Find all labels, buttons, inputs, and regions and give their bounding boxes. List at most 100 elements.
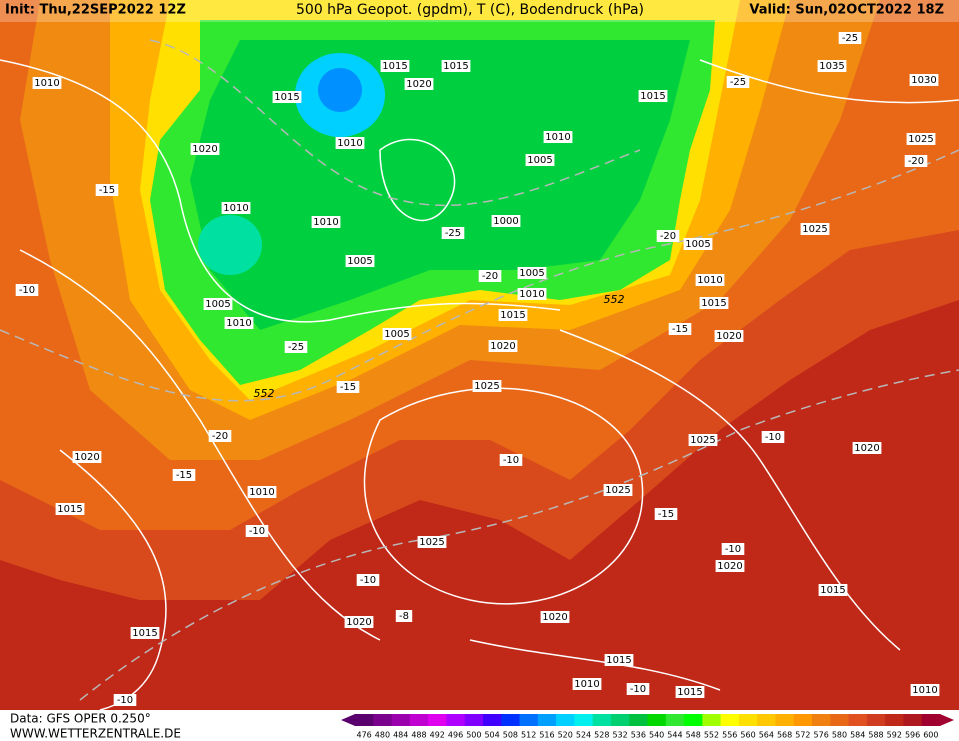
colorbar-label: 560 — [740, 731, 755, 740]
label-box — [721, 543, 745, 555]
isoline-label: 1030 — [911, 75, 936, 86]
label-box — [517, 288, 547, 300]
contour-label: 552 — [254, 387, 275, 400]
colorbar-label: 544 — [667, 731, 682, 740]
colorbar-label: 556 — [722, 731, 737, 740]
isoline-label: 1020 — [542, 612, 567, 623]
label-box — [603, 484, 633, 496]
colorbar-swatch — [903, 714, 923, 726]
isoline-label: 1015 — [382, 61, 407, 72]
label-box — [95, 184, 119, 196]
label-box — [380, 60, 410, 72]
isoline-label: 1015 — [701, 298, 726, 309]
label-box — [818, 584, 848, 596]
colorbar-label: 596 — [905, 731, 920, 740]
label-box — [272, 91, 302, 103]
label-box — [572, 678, 602, 690]
colorbar-label: 524 — [576, 731, 591, 740]
label-box — [441, 60, 471, 72]
init-time: Init: Thu,22SEP2022 12Z — [5, 3, 186, 18]
label-box — [517, 267, 547, 279]
colorbar-label: 508 — [503, 731, 518, 740]
colorbar-swatch — [830, 714, 850, 726]
label-box — [32, 77, 62, 89]
colorbar-label: 520 — [558, 731, 573, 740]
label-box — [55, 503, 85, 515]
label-box — [699, 297, 729, 309]
label-box — [688, 434, 718, 446]
colorbar-label: 484 — [393, 731, 408, 740]
isoline-label: 1005 — [205, 299, 230, 310]
isoline-label: 1025 — [474, 381, 499, 392]
label-box — [910, 684, 940, 696]
label-box — [488, 340, 518, 352]
isoline-label: -15 — [672, 324, 688, 335]
label-box — [654, 508, 678, 520]
colorbar-swatch — [391, 714, 411, 726]
isoline-label: 1010 — [337, 138, 362, 149]
colorbar-swatch — [592, 714, 612, 726]
label-box — [247, 486, 277, 498]
colorbar-label: 540 — [649, 731, 664, 740]
isoline-label: 1020 — [346, 617, 371, 628]
label-box — [395, 610, 413, 622]
colorbar-swatch — [610, 714, 630, 726]
isoline-label: 1015 — [57, 504, 82, 515]
colorbar-label: 488 — [411, 731, 426, 740]
label-box — [715, 560, 745, 572]
isoline-label: 1010 — [574, 679, 599, 690]
colorbar-label: 532 — [612, 731, 627, 740]
label-box — [356, 574, 380, 586]
colorbar-label: 516 — [539, 731, 554, 740]
label-box — [203, 298, 233, 310]
isoline-label: 1035 — [819, 61, 844, 72]
label-box — [668, 323, 692, 335]
isoline-label: -10 — [117, 695, 133, 706]
label-box — [382, 328, 412, 340]
colorbar-swatch — [446, 714, 466, 726]
isoline-label: 1010 — [912, 685, 937, 696]
colorbar: 476 480 484 488 492 496 500 504 508 512 516 520 524 5… — [341, 714, 954, 740]
label-box — [656, 230, 680, 242]
colorbar-swatch — [738, 714, 758, 726]
isoline-label: 1005 — [519, 268, 544, 279]
isoline-label: -15 — [340, 382, 356, 393]
isoline-label: -20 — [482, 271, 498, 282]
label-box — [852, 442, 882, 454]
isoline-label: 1020 — [854, 443, 879, 454]
colorbar-label: 572 — [795, 731, 810, 740]
colorbar-swatch — [482, 714, 502, 726]
isoline-label: 1020 — [717, 561, 742, 572]
isoline-label: -10 — [249, 526, 265, 537]
label-box — [172, 469, 196, 481]
colorbar-swatch — [574, 714, 594, 726]
website: WWW.WETTERZENTRALE.DE — [10, 727, 181, 741]
label-box — [675, 686, 705, 698]
isoline-label: 1005 — [527, 155, 552, 166]
label-box — [543, 131, 573, 143]
label-box — [498, 309, 528, 321]
colorbar-swatch — [812, 714, 831, 726]
label-box — [190, 143, 220, 155]
colorbar-label: 580 — [832, 731, 847, 740]
colorbar-swatch — [428, 714, 447, 726]
isoline-label: -25 — [730, 77, 746, 88]
isoline-label: 1015 — [443, 61, 468, 72]
map-labels: 1010 1015 1015 1020 1015 1035 1030 -25 -25 1015 10… — [15, 32, 940, 706]
label-box — [714, 330, 744, 342]
colorbar-label: 548 — [686, 731, 701, 740]
colorbar-label: 528 — [594, 731, 609, 740]
colorbar-swatch — [793, 714, 813, 726]
isoline-label: 1020 — [192, 144, 217, 155]
isoline-label: -10 — [765, 432, 781, 443]
label-box — [695, 274, 725, 286]
isoline-label: 1010 — [249, 487, 274, 498]
label-box — [683, 238, 713, 250]
label-box — [336, 381, 360, 393]
isoline-label: 1015 — [500, 310, 525, 321]
colorbar-swatch — [665, 714, 685, 726]
isoline-label: 1020 — [490, 341, 515, 352]
label-box — [335, 137, 365, 149]
isoline-label: -10 — [360, 575, 376, 586]
colorbar-swatch — [501, 714, 521, 726]
